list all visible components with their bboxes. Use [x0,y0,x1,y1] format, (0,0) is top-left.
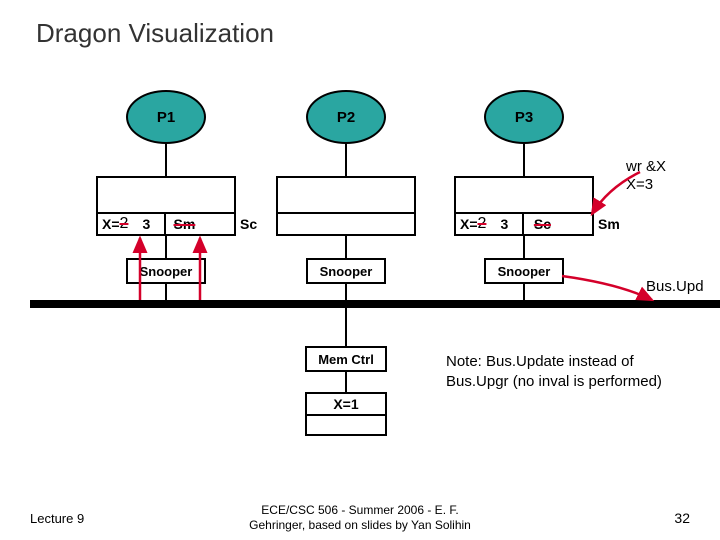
connector-bus-mem [345,308,347,346]
connector-p1-cache [165,144,167,176]
connector-p3-cache [523,144,525,176]
busupd-label: Bus.Upd [646,278,704,296]
memory-slot-1: X=1 [307,394,385,416]
slide-title: Dragon Visualization [36,18,274,49]
processor-p2-label: P2 [337,109,355,126]
processor-p1-label: P1 [157,109,175,126]
cache-p1-newstate: Sc [240,216,257,232]
cache-p1: X= 2 3 Sm [96,176,236,236]
snooper-p1: Snooper [126,258,206,284]
cache-p3-oldstate: Sc [522,214,560,234]
memory-slot-2 [307,416,385,438]
processor-p1: P1 [126,90,206,144]
bus-line [30,300,720,308]
cache-p1-oldstate: Sm [164,214,202,234]
cache-p3-newstate: Sm [598,216,620,232]
processor-p3-label: P3 [515,109,533,126]
footer-credit: ECE/CSC 506 - Summer 2006 - E. F. Gehrin… [249,503,471,532]
cache-p3-newval: 3 [486,214,522,234]
cache-p3-oldval: 2 [478,215,487,233]
cache-p2 [276,176,416,236]
connector-c3-snoop [523,236,525,258]
connector-memctrl-mem [345,372,347,392]
cache-p1-key: X= [98,216,120,232]
snooper-p3: Snooper [484,258,564,284]
cache-p1-line: X= 2 3 Sm [98,212,234,234]
cache-p2-line [278,212,414,234]
connector-s2-bus [345,284,347,300]
snooper-p2: Snooper [306,258,386,284]
connector-p2-cache [345,144,347,176]
connector-s1-bus [165,284,167,300]
connector-c1-snoop [165,236,167,258]
footer-pagenum: 32 [674,510,690,526]
write-annotation: wr &X X=3 [626,158,666,194]
cache-p1-oldval: 2 [120,215,129,233]
mem-ctrl: Mem Ctrl [305,346,387,372]
cache-p1-newval: 3 [128,214,164,234]
connector-c2-snoop [345,236,347,258]
connector-s3-bus [523,284,525,300]
footer-lecture: Lecture 9 [30,511,84,526]
cache-p3: X= 2 3 Sc [454,176,594,236]
processor-p3: P3 [484,90,564,144]
note-text: Note: Bus.Update instead of Bus.Upgr (no… [446,352,690,391]
cache-p3-key: X= [456,216,478,232]
processor-p2: P2 [306,90,386,144]
memory-box: X=1 [305,392,387,436]
cache-p3-line: X= 2 3 Sc [456,212,592,234]
